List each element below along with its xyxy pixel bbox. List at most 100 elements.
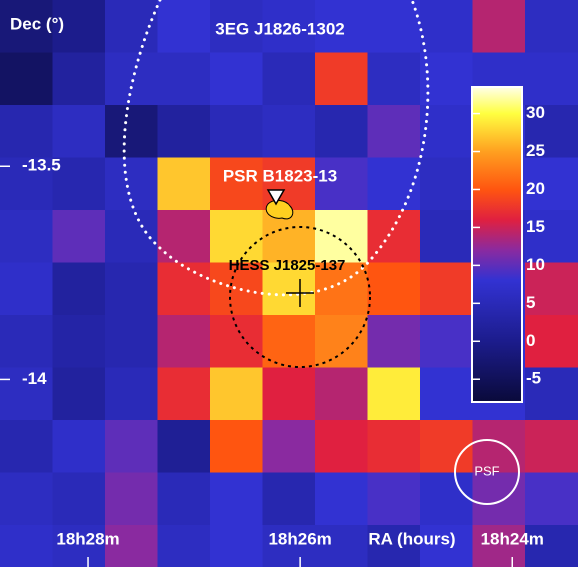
cell xyxy=(52,367,106,421)
psf-circle xyxy=(454,439,520,505)
overlays: 3EG J1826-1302 Dec (°) RA (hours) PSR B1… xyxy=(10,0,520,548)
cell xyxy=(472,420,526,473)
cell xyxy=(262,52,316,106)
cell xyxy=(262,105,316,158)
cell xyxy=(367,472,421,526)
cell xyxy=(525,420,578,473)
chart-title: 3EG J1826-1302 xyxy=(215,19,345,38)
cell xyxy=(525,210,578,263)
cell xyxy=(262,420,316,473)
cell xyxy=(315,525,368,567)
cell xyxy=(525,472,578,526)
cell xyxy=(157,0,211,53)
cell xyxy=(367,525,421,567)
pulsar-marker xyxy=(266,189,286,206)
cell xyxy=(210,262,263,316)
cell xyxy=(262,315,316,368)
cell xyxy=(420,420,473,473)
colorbar-tick-label: 30 xyxy=(526,103,545,122)
cell xyxy=(105,210,158,263)
cell xyxy=(0,315,53,368)
cell xyxy=(105,157,158,211)
cell xyxy=(105,420,158,473)
cell xyxy=(420,315,473,368)
cell xyxy=(157,367,211,421)
x-axis-label: RA (hours) xyxy=(368,529,455,548)
cell xyxy=(367,105,421,158)
cell xyxy=(262,262,316,316)
cell xyxy=(0,262,53,316)
cell xyxy=(210,367,263,421)
cell xyxy=(157,315,211,368)
cell xyxy=(262,367,316,421)
cell xyxy=(105,315,158,368)
cell xyxy=(525,52,578,106)
cell xyxy=(52,52,106,106)
cell xyxy=(52,157,106,211)
cell xyxy=(525,525,578,567)
cell xyxy=(315,157,368,211)
cell xyxy=(367,0,421,53)
cell xyxy=(52,315,106,368)
cell xyxy=(367,315,421,368)
cell xyxy=(525,105,578,158)
cell xyxy=(367,420,421,473)
cell xyxy=(210,0,263,53)
annotation: PSR B1823-13 xyxy=(223,166,337,185)
annotation: PSF xyxy=(474,463,499,478)
cell xyxy=(315,105,368,158)
x-tick-label: 18h28m xyxy=(56,529,119,548)
cell xyxy=(52,105,106,158)
cell xyxy=(420,0,473,53)
cell xyxy=(0,420,53,473)
cell xyxy=(105,105,158,158)
cell xyxy=(105,262,158,316)
cell xyxy=(52,262,106,316)
cell xyxy=(472,525,526,567)
cell xyxy=(262,0,316,53)
cell xyxy=(262,472,316,526)
cell xyxy=(210,420,263,473)
x-tick-label: 18h24m xyxy=(481,529,544,548)
cell xyxy=(420,262,473,316)
colorbar xyxy=(471,86,523,403)
colorbar-tick-label: 20 xyxy=(526,179,545,198)
cell xyxy=(157,262,211,316)
egret-contour xyxy=(122,0,430,297)
cell xyxy=(420,210,473,263)
cell xyxy=(105,472,158,526)
cell xyxy=(0,525,53,567)
cell xyxy=(472,0,526,53)
cell xyxy=(0,105,53,158)
cell xyxy=(315,0,368,53)
cell xyxy=(157,420,211,473)
cell xyxy=(525,315,578,368)
axes: -5 0 5 10 15 20 25 30 18h28m 18h26m 18h24m -13.5 -14 xyxy=(0,103,545,567)
cell xyxy=(105,52,158,106)
cell xyxy=(52,472,106,526)
cell xyxy=(52,420,106,473)
y-axis-label: Dec (°) xyxy=(10,14,64,33)
cell xyxy=(0,52,53,106)
cell xyxy=(210,472,263,526)
contour-blob xyxy=(265,199,294,220)
colorbar-tick-label: 15 xyxy=(526,217,545,236)
cell xyxy=(367,367,421,421)
cell xyxy=(420,157,473,211)
x-tick-label: 18h26m xyxy=(268,529,331,548)
cell xyxy=(157,525,211,567)
cell xyxy=(157,472,211,526)
cell xyxy=(105,525,158,567)
colorbar-tick-label: 25 xyxy=(526,141,545,160)
colorbar-tick-label: 5 xyxy=(526,293,535,312)
colorbar-tick-label: 10 xyxy=(526,255,545,274)
cell xyxy=(315,52,368,106)
cell xyxy=(315,472,368,526)
cell xyxy=(210,315,263,368)
hess-circle xyxy=(229,226,371,368)
cell xyxy=(367,210,421,263)
cell xyxy=(0,472,53,526)
cell xyxy=(315,262,368,316)
